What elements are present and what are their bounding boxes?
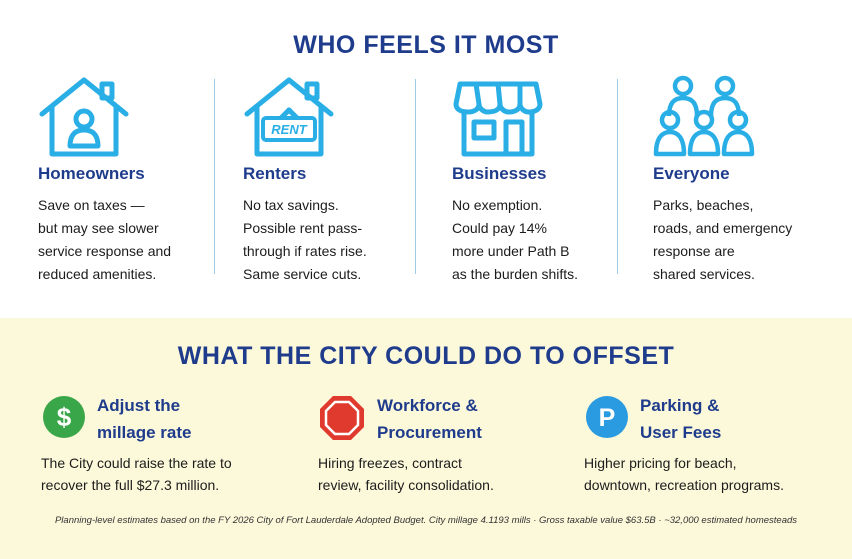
option-description: Hiring freezes, contract review, facilit… (318, 452, 494, 496)
description-line: Could pay 14% (452, 220, 547, 236)
description-line: Parks, beaches, (653, 197, 754, 213)
description-line: as the burden shifts. (452, 266, 579, 282)
column-divider (214, 79, 215, 274)
description-line: No exemption. (452, 197, 543, 213)
description-line: through if rates rise. (243, 243, 367, 259)
option-title: Adjust the millage rate (97, 392, 192, 446)
parking-letter: P (599, 404, 616, 432)
description-line: downtown, recreation programs. (584, 477, 784, 493)
description-line: Save on taxes — (38, 197, 145, 213)
description-line: Hiring freezes, contract (318, 455, 462, 471)
group-description: Parks, beaches, roads, and emergency res… (653, 194, 852, 286)
group-description: Save on taxes — but may see slower servi… (38, 194, 238, 286)
footnote: Planning-level estimates based on the FY… (54, 515, 798, 526)
bottom-section (0, 318, 852, 559)
option-title-line: Procurement (377, 423, 482, 442)
rent-sign-text: RENT (271, 122, 307, 137)
description-line: Same service cuts. (243, 266, 362, 282)
description-line: The City could raise the rate to (41, 455, 232, 471)
description-line: but may see slower (38, 220, 159, 236)
section-heading-what-city-could-do: WHAT THE CITY COULD DO TO OFFSET (177, 342, 675, 370)
stop-octagon-icon (320, 396, 364, 440)
option-description: Higher pricing for beach, downtown, recr… (584, 452, 784, 496)
option-title-line: millage rate (97, 423, 192, 442)
group-title: Businesses (452, 164, 547, 183)
description-line: reduced amenities. (38, 266, 157, 282)
section-heading-who-feels-it-most: WHO FEELS IT MOST (293, 31, 559, 59)
option-title-line: User Fees (640, 423, 722, 442)
top-section (0, 0, 852, 318)
description-line: more under Path B (452, 243, 570, 259)
option-title-line: Adjust the (97, 396, 181, 415)
house-person-icon (39, 77, 129, 157)
description-line: shared services. (653, 266, 755, 282)
description-line: roads, and emergency (653, 220, 793, 236)
option-title: Parking & User Fees (640, 392, 721, 446)
group-title: Renters (243, 164, 307, 183)
group-description: No tax savings. Possible rent pass- thro… (243, 194, 443, 286)
description-line: Higher pricing for beach, (584, 455, 737, 471)
dollar-circle-icon: $ (43, 396, 85, 438)
group-people-icon (653, 75, 755, 157)
description-line: recover the full $27.3 million. (41, 477, 220, 493)
group-description: No exemption. Could pay 14% more under P… (452, 194, 652, 286)
description-line: Possible rent pass- (243, 220, 363, 236)
house-rent-sign-icon: RENT (244, 77, 334, 157)
column-divider (617, 79, 618, 274)
option-description: The City could raise the rate to recover… (41, 452, 232, 496)
group-title: Homeowners (38, 164, 145, 183)
description-line: review, facility consolidation. (318, 477, 494, 493)
description-line: response are (653, 243, 735, 259)
description-line: No tax savings. (243, 197, 339, 213)
column-divider (415, 79, 416, 274)
option-title-line: Parking & (640, 396, 720, 415)
option-title: Workforce & Procurement (377, 392, 482, 446)
description-line: service response and (38, 243, 172, 259)
parking-circle-icon: P (586, 396, 628, 438)
group-title: Everyone (653, 164, 730, 183)
dollar-sign: $ (57, 402, 72, 432)
option-title-line: Workforce & (377, 396, 478, 415)
storefront-icon (453, 81, 543, 157)
